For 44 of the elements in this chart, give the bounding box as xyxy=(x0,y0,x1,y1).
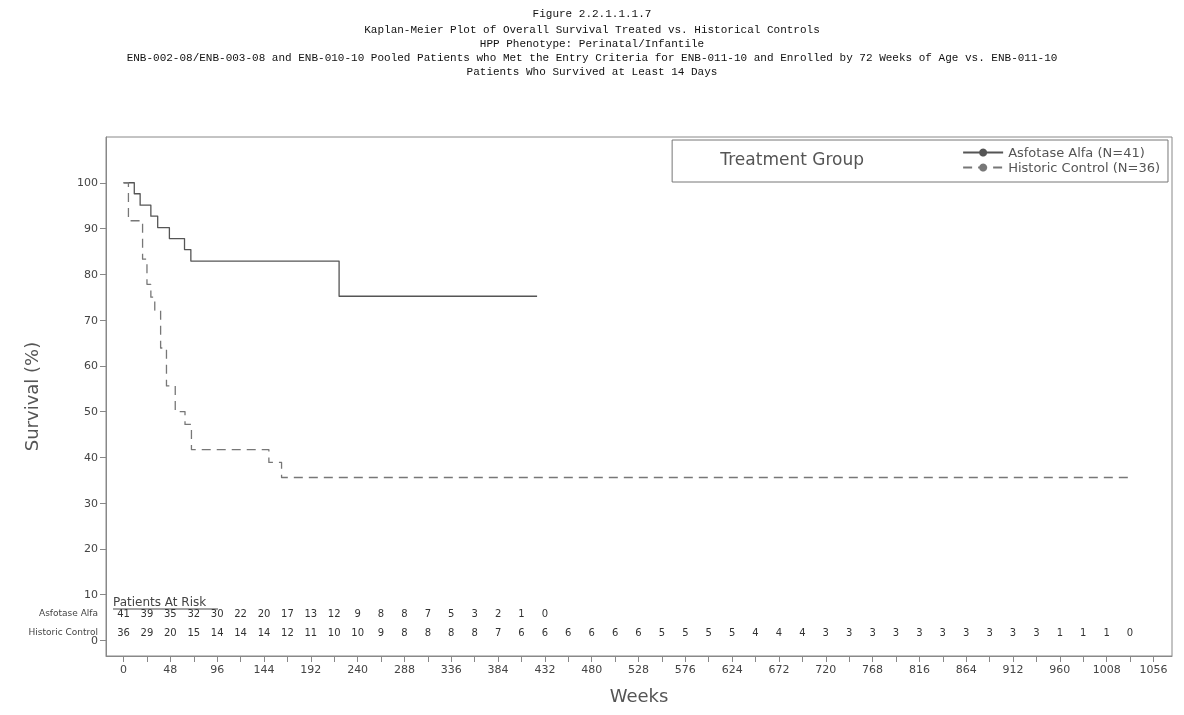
x-tick-label: 1056 xyxy=(1139,663,1168,676)
y-tick-label: 90 xyxy=(84,222,98,236)
legend-title: Treatment Group xyxy=(719,148,865,169)
x-tick-label: 96 xyxy=(210,663,225,676)
text: 41 39 35 32 30 22 20 17 13 12 9 8 8 7 5 3 2 1 0 xyxy=(117,607,549,619)
y-tick-label: 10 xyxy=(84,588,98,602)
x-tick-label: 384 xyxy=(487,663,509,676)
x-axis-title: Weeks xyxy=(609,684,669,706)
x-tick-label: 768 xyxy=(862,663,884,676)
y-tick-label: 40 xyxy=(84,450,98,464)
y-tick-label: 100 xyxy=(77,176,98,190)
text: 36 29 20 15 14 14 14 12 11 10 10 9 8 8 8 8 7 6 6 6 6 6 6 5 5 5 5 4 4 4 3 3 3 3 3 3 3 3 3 3 1 1 1 0 xyxy=(117,626,1134,638)
x-tick-label: 960 xyxy=(1049,663,1071,676)
y-tick-label: 60 xyxy=(84,359,98,373)
x-tick-label: 864 xyxy=(955,663,977,676)
y-tick-label: 50 xyxy=(84,405,98,419)
x-tick-label: 48 xyxy=(163,663,178,676)
x-tick-label: 1008 xyxy=(1092,663,1121,676)
x-tick-label: 912 xyxy=(1002,663,1024,676)
x-tick-label: 720 xyxy=(815,663,837,676)
chart-title: Figure 2.2.1.1.1.7 xyxy=(532,8,652,20)
y-tick-label: 70 xyxy=(84,313,98,327)
x-tick-label: 288 xyxy=(393,663,415,676)
text: Asfotase Alfa xyxy=(39,608,98,618)
x-tick-label: 528 xyxy=(628,663,650,676)
y-tick-label: 20 xyxy=(84,542,98,556)
x-tick-label: 672 xyxy=(768,663,790,676)
chart-subtitle: Kaplan-Meier Plot of Overall Survival Treated vs. Historical Controls HPP Phenotype: Perinatal/Infantile ENB-002-08/ENB-003-08 and ENB-010-10 Pooled Patients who Met the Entry Criteria for ENB-011-10 and Enrolled by 72 Weeks of Age vs. ENB-011-10 Patients Who Survived at Least 14 Days xyxy=(126,24,1058,78)
x-tick-label: 144 xyxy=(253,663,275,676)
x-tick-label: 480 xyxy=(581,663,603,676)
legend-label: Asfotase Alfa (N=41) xyxy=(1008,145,1145,160)
x-tick-label: 336 xyxy=(440,663,462,676)
legend-label: Historic Control (N=36) xyxy=(1008,160,1160,175)
x-tick-label: 0 xyxy=(120,663,128,676)
x-tick-label: 624 xyxy=(721,663,743,676)
y-axis-title: Survival (%) xyxy=(20,341,42,452)
x-tick-label: 432 xyxy=(534,663,556,676)
x-tick-label: 576 xyxy=(674,663,696,676)
x-tick-label: 240 xyxy=(347,663,369,676)
x-tick-label: 192 xyxy=(300,663,322,676)
x-tick-label: 816 xyxy=(908,663,930,676)
y-tick-label: 80 xyxy=(84,267,98,281)
annotation: Patients At Risk xyxy=(113,595,207,609)
y-tick-label: 30 xyxy=(84,496,98,510)
